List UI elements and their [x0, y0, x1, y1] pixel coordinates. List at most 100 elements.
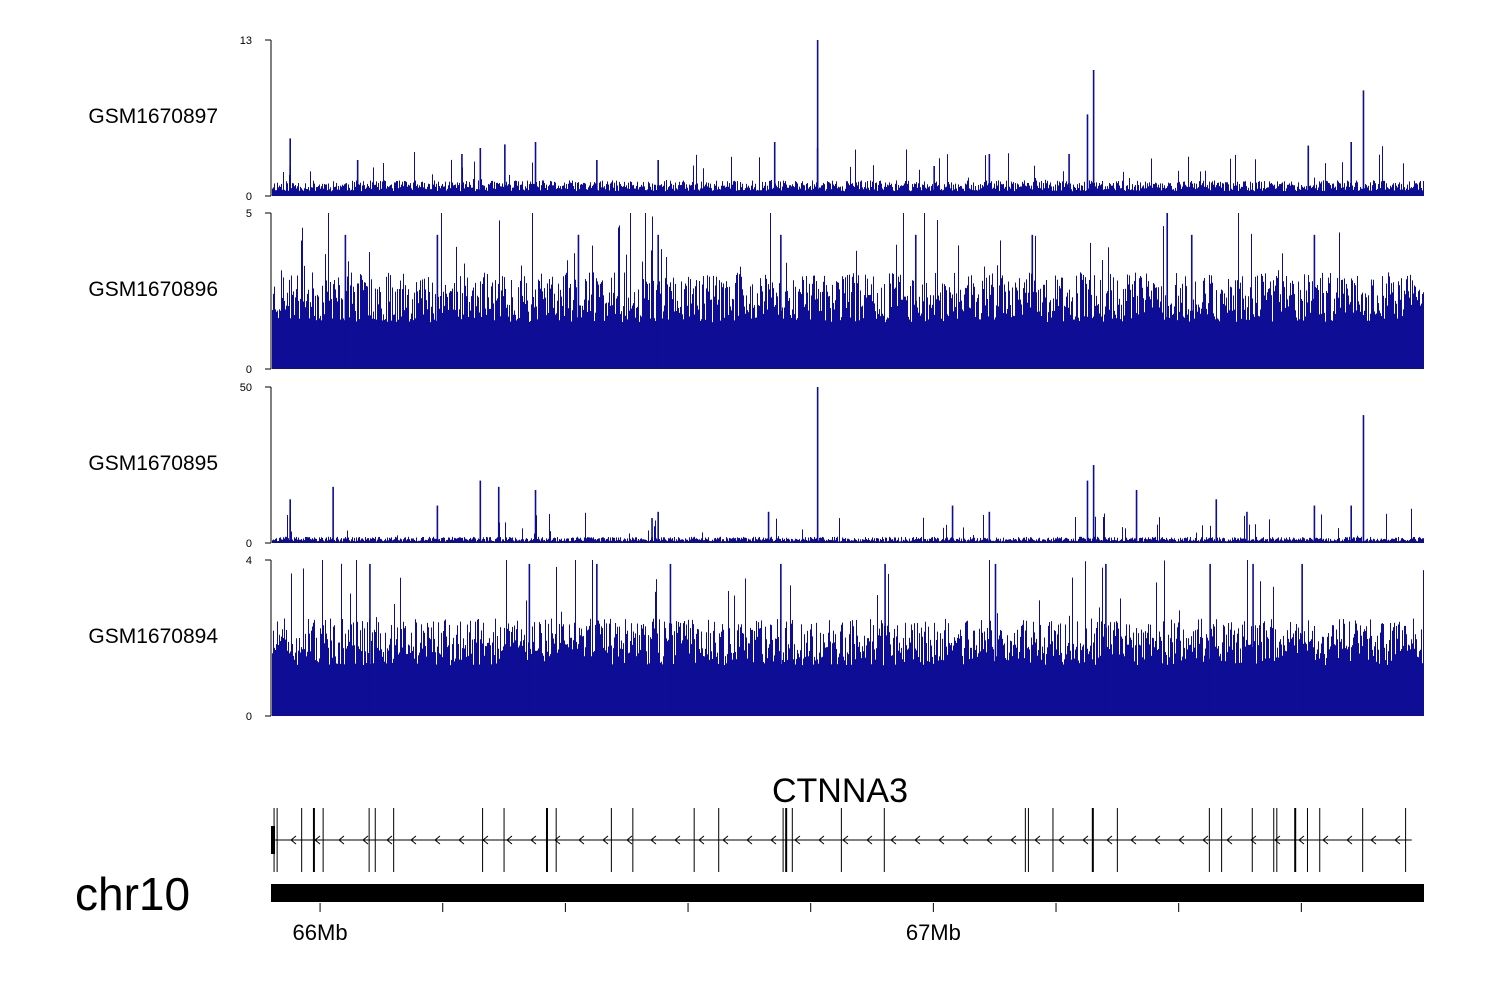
signal-bar — [1034, 280, 1035, 369]
signal-bar — [850, 317, 851, 369]
signal-bar — [755, 536, 756, 543]
signal-bar — [1311, 300, 1312, 369]
signal-bar — [771, 179, 772, 196]
signal-bar — [758, 537, 759, 543]
signal-bar — [793, 280, 794, 369]
signal-bar — [1082, 646, 1083, 716]
signal-bar — [1019, 278, 1020, 369]
signal-bar — [1353, 189, 1354, 196]
signal-bar — [749, 303, 750, 369]
signal-bar — [821, 310, 822, 369]
signal-bar — [881, 287, 882, 369]
signal-bar — [342, 184, 343, 196]
signal-bar — [412, 650, 413, 716]
signal-bar — [1160, 183, 1161, 196]
signal-bar — [1233, 634, 1234, 716]
signal-bar — [1379, 541, 1380, 543]
signal-bar — [950, 538, 951, 543]
signal-bar — [674, 190, 675, 196]
signal-bar — [679, 181, 680, 196]
signal-bar — [737, 537, 738, 543]
signal-bar — [464, 263, 465, 369]
signal-bar — [1142, 657, 1143, 716]
signal-bar — [972, 538, 973, 543]
signal-bar — [475, 621, 476, 716]
signal-bar — [1302, 300, 1303, 369]
signal-bar — [573, 537, 574, 543]
signal-bar — [672, 299, 673, 369]
signal-bar — [1300, 189, 1301, 196]
signal-bar — [466, 539, 467, 543]
signal-bar — [1027, 302, 1028, 369]
signal-bar — [1050, 644, 1051, 716]
track-label: GSM1670895 — [88, 452, 218, 475]
signal-bar — [756, 317, 757, 369]
signal-bar — [1200, 171, 1201, 196]
signal-bar — [284, 189, 285, 196]
signal-bar — [779, 188, 780, 196]
signal-bar — [894, 288, 895, 369]
signal-bar — [491, 286, 492, 369]
signal-bar — [1376, 313, 1377, 369]
signal-bar — [1048, 537, 1049, 543]
signal-bar — [495, 280, 496, 369]
signal-bar — [783, 652, 784, 716]
signal-bar — [627, 630, 628, 716]
signal-bar — [333, 284, 334, 369]
signal-bar — [918, 312, 919, 369]
signal-bar — [905, 296, 906, 369]
signal-bar — [1420, 305, 1421, 369]
signal-bar — [1237, 280, 1238, 369]
signal-bar — [301, 188, 302, 196]
signal-bar — [751, 541, 752, 543]
signal-bar — [677, 300, 678, 369]
signal-bar — [1258, 645, 1259, 716]
signal-bar — [1150, 624, 1151, 716]
signal-bar — [594, 539, 595, 543]
signal-bar — [997, 265, 998, 369]
signal-peak — [1362, 415, 1365, 543]
signal-bar — [1417, 541, 1418, 543]
signal-bar — [807, 292, 808, 369]
signal-bar — [848, 301, 849, 369]
signal-bar — [775, 638, 776, 716]
signal-bar — [1201, 308, 1202, 369]
signal-bar — [842, 186, 843, 196]
signal-bar — [1223, 303, 1224, 369]
signal-bar — [559, 623, 560, 716]
signal-bar — [1113, 540, 1114, 543]
signal-bar — [1028, 292, 1029, 369]
signal-bar — [425, 188, 426, 196]
signal-bar — [1129, 539, 1130, 543]
signal-bar — [1287, 299, 1288, 369]
signal-bar — [869, 641, 870, 716]
signal-bar — [1275, 629, 1276, 716]
signal-bar — [1313, 298, 1314, 369]
signal-bar — [1199, 181, 1200, 196]
signal-bar — [521, 539, 522, 543]
signal-bar — [785, 181, 786, 196]
signal-bar — [411, 313, 412, 369]
signal-bar — [391, 537, 392, 543]
signal-bar — [479, 312, 480, 369]
signal-bar — [650, 318, 651, 369]
signal-bar — [882, 536, 883, 543]
signal-bar — [500, 627, 501, 716]
signal-bar — [1365, 293, 1366, 369]
signal-bar — [827, 540, 828, 543]
signal-bar — [494, 655, 495, 716]
signal-bar — [627, 188, 628, 196]
signal-bar — [853, 540, 854, 543]
signal-bar — [581, 184, 582, 196]
signal-bar — [896, 180, 897, 196]
signal-bar — [1060, 288, 1061, 369]
signal-bar — [1225, 305, 1226, 369]
signal-bar — [299, 318, 300, 369]
signal-bar — [455, 538, 456, 543]
signal-bar — [1141, 188, 1142, 196]
signal-bar — [1017, 290, 1018, 369]
signal-bar — [281, 183, 282, 196]
signal-bar — [1149, 644, 1150, 716]
signal-bar — [1064, 305, 1065, 369]
signal-bar — [519, 317, 520, 369]
